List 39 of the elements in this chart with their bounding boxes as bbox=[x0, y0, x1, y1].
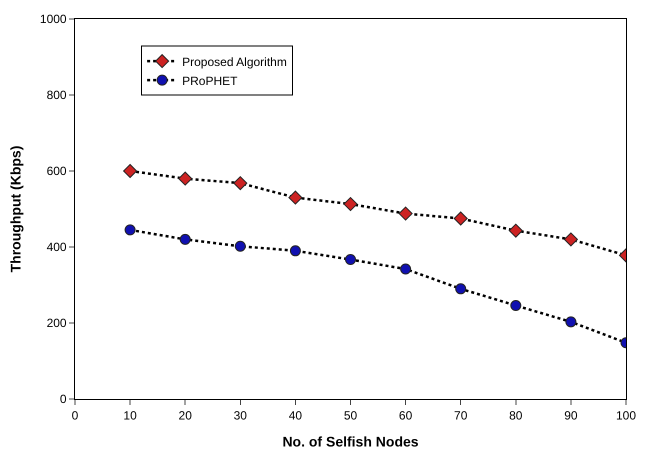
y-tick-label: 0 bbox=[60, 392, 67, 406]
y-tick-label: 600 bbox=[46, 164, 67, 178]
y-tick-label: 800 bbox=[46, 88, 67, 102]
legend-label: PRoPHET bbox=[182, 74, 238, 88]
x-tick-label: 80 bbox=[509, 408, 523, 422]
point bbox=[510, 300, 522, 312]
point bbox=[178, 172, 192, 186]
point bbox=[233, 176, 248, 190]
point bbox=[508, 224, 523, 238]
x-tick-label: 50 bbox=[344, 408, 358, 422]
point bbox=[180, 234, 191, 245]
x-tick-label: 10 bbox=[123, 408, 138, 422]
point bbox=[398, 206, 413, 221]
legend-label: Proposed Algorithm bbox=[182, 54, 287, 69]
point bbox=[565, 316, 576, 328]
point bbox=[455, 283, 466, 294]
point bbox=[123, 164, 138, 178]
y-tick-label: 1000 bbox=[40, 12, 67, 26]
x-tick-label: 100 bbox=[616, 408, 636, 422]
point bbox=[124, 224, 136, 236]
point bbox=[454, 212, 468, 226]
y-tick-label: 400 bbox=[46, 240, 67, 254]
point bbox=[564, 232, 578, 246]
x-tick-label: 20 bbox=[178, 408, 192, 422]
point bbox=[400, 264, 412, 275]
point bbox=[290, 245, 301, 256]
x-tick-label: 30 bbox=[234, 408, 248, 422]
point bbox=[288, 190, 302, 205]
point bbox=[345, 254, 356, 266]
x-tick-label: 60 bbox=[398, 408, 413, 422]
point bbox=[344, 197, 358, 212]
x-tick-label: 40 bbox=[288, 408, 302, 422]
y-axis-title: Throughput (Kbps) bbox=[7, 146, 24, 272]
y-tick-label: 200 bbox=[46, 316, 67, 330]
point bbox=[234, 240, 246, 252]
x-tick-label: 90 bbox=[564, 408, 578, 422]
x-tick-label: 70 bbox=[454, 408, 468, 422]
x-axis-title: No. of Selfish Nodes bbox=[282, 434, 419, 450]
x-tick-label: 0 bbox=[72, 408, 79, 422]
